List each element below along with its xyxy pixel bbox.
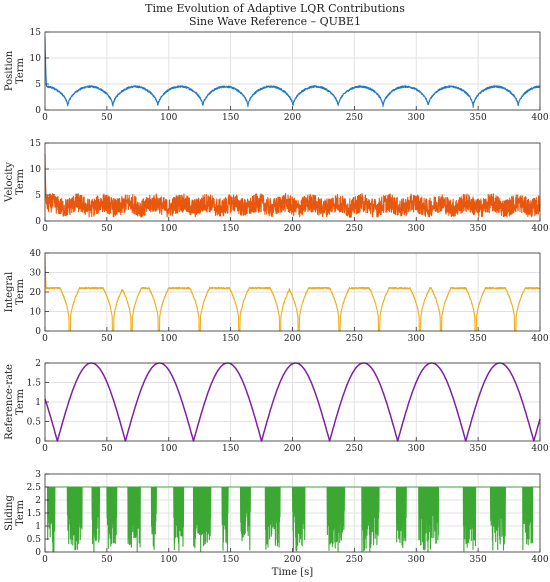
y-axis-label: Term — [15, 57, 26, 84]
x-tick-label: 100 — [160, 224, 177, 234]
x-tick-label: 350 — [470, 113, 487, 123]
x-tick-label: 350 — [470, 334, 487, 344]
series-line-3 — [44, 256, 541, 332]
x-tick-label: 400 — [531, 113, 548, 123]
x-tick-label: 50 — [101, 224, 113, 234]
x-tick-label: 50 — [101, 444, 113, 454]
y-tick-label: 0 — [35, 106, 41, 116]
series-line-1 — [44, 37, 541, 108]
y-tick-label: 2.5 — [27, 483, 42, 493]
y-tick-label: 1 — [35, 522, 41, 532]
x-tick-label: 400 — [531, 224, 548, 234]
panel-2: 0 50 100 150 200 250 300 350 400 0 5 10 15 Velocity Te… — [4, 139, 549, 234]
x-tick-label: 400 — [531, 444, 548, 454]
y-tick-label: 10 — [30, 308, 42, 318]
y-axis-label: Integral — [4, 272, 15, 313]
y-tick-label: 30 — [30, 269, 42, 279]
x-tick-label: 0 — [42, 334, 48, 344]
x-tick-label: 350 — [470, 224, 487, 234]
y-tick-label: 1.5 — [27, 379, 42, 389]
x-tick-label: 150 — [222, 444, 239, 454]
y-tick-label: 10 — [30, 165, 42, 175]
x-tick-label: 200 — [284, 224, 301, 234]
y-axis-label: Position — [4, 50, 15, 91]
x-tick-label: 200 — [284, 113, 301, 123]
x-tick-label: 250 — [346, 444, 363, 454]
y-tick-label: 2 — [35, 359, 41, 369]
y-tick-label: 1 — [35, 398, 41, 408]
series-line-4 — [44, 362, 541, 442]
x-tick-label: 0 — [42, 555, 48, 565]
x-tick-label: 250 — [346, 334, 363, 344]
y-tick-label: 5 — [35, 191, 41, 201]
y-tick-label: 5 — [35, 80, 41, 90]
y-tick-label: 3 — [35, 470, 41, 480]
x-tick-label: 100 — [160, 113, 177, 123]
y-axis-label: Term — [15, 499, 26, 526]
x-tick-label: 50 — [101, 113, 113, 123]
x-tick-label: 150 — [222, 334, 239, 344]
y-axis-label: Term — [15, 278, 26, 305]
y-tick-label: 0 — [35, 548, 41, 558]
chart-title: Time Evolution of Adaptive LQR Contribut… — [145, 2, 405, 15]
y-tick-label: 1.5 — [27, 509, 42, 519]
y-tick-label: 0 — [35, 217, 41, 227]
chart-subtitle: Sine Wave Reference – QUBE1 — [188, 15, 362, 28]
panel-4: 0 50 100 150 200 250 300 350 400 0 0.5 1 1.5 2 Referen… — [4, 359, 549, 454]
y-tick-label: 20 — [30, 288, 42, 298]
y-tick-label: 2 — [35, 496, 41, 506]
x-tick-label: 350 — [470, 444, 487, 454]
y-axis-label: Velocity — [4, 162, 15, 203]
y-tick-label: 0 — [35, 327, 41, 337]
x-tick-label: 200 — [284, 555, 301, 565]
y-tick-label: 0.5 — [27, 418, 42, 428]
x-tick-label: 100 — [160, 444, 177, 454]
y-axis-label: Term — [15, 168, 26, 195]
x-tick-label: 100 — [160, 334, 177, 344]
panel-1: 0 50 100 150 200 250 300 350 400 0 5 10 15 Position Te… — [4, 28, 549, 123]
x-tick-label: 0 — [42, 224, 48, 234]
y-tick-label: 15 — [30, 139, 42, 149]
y-axis-label: Term — [15, 388, 26, 415]
y-tick-label: 0 — [35, 437, 41, 447]
x-tick-label: 200 — [284, 444, 301, 454]
y-tick-label: 15 — [30, 28, 42, 38]
x-axis-label: Time [s] — [272, 567, 313, 578]
panel-3: 0 50 100 150 200 250 300 350 400 0 10 20 30 40 Integra… — [4, 249, 549, 344]
x-tick-label: 250 — [346, 113, 363, 123]
y-axis-label: Reference-rate — [4, 364, 15, 440]
panel-5: 0 50 100 150 200 250 300 350 40000.511.522.53Sli… — [4, 470, 549, 565]
y-axis-label: Sliding — [4, 495, 15, 531]
x-tick-label: 50 — [101, 555, 113, 565]
x-tick-label: 50 — [101, 334, 113, 344]
x-tick-label: 300 — [408, 555, 425, 565]
x-tick-label: 0 — [42, 444, 48, 454]
x-tick-label: 300 — [408, 224, 425, 234]
x-tick-label: 150 — [222, 224, 239, 234]
y-tick-label: 0.5 — [27, 535, 42, 545]
x-tick-label: 0 — [42, 113, 48, 123]
x-tick-label: 300 — [408, 113, 425, 123]
x-tick-label: 400 — [531, 334, 548, 344]
x-tick-label: 250 — [346, 555, 363, 565]
x-tick-label: 200 — [284, 334, 301, 344]
y-tick-label: 10 — [30, 54, 42, 64]
x-tick-label: 300 — [408, 334, 425, 344]
x-tick-label: 150 — [222, 113, 239, 123]
series-line-5 — [44, 486, 541, 553]
x-tick-label: 100 — [160, 555, 177, 565]
y-tick-label: 40 — [30, 249, 42, 259]
x-tick-label: 150 — [222, 555, 239, 565]
series-line-2 — [44, 153, 541, 218]
x-tick-label: 300 — [408, 444, 425, 454]
x-tick-label: 350 — [470, 555, 487, 565]
x-tick-label: 250 — [346, 224, 363, 234]
x-tick-label: 400 — [531, 555, 548, 565]
